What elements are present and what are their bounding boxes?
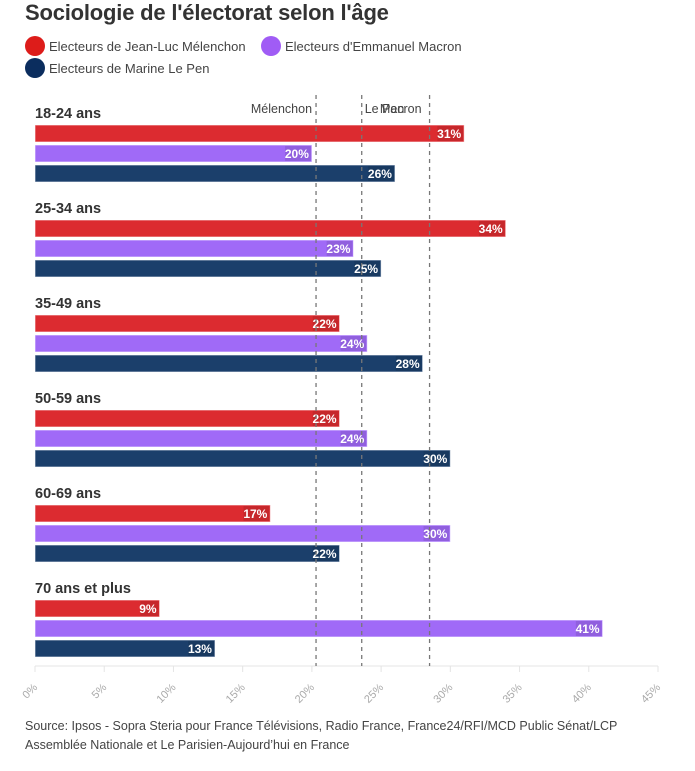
value-label-bg	[478, 221, 505, 236]
bar	[34, 409, 341, 428]
x-tick-label: 25%	[362, 681, 386, 705]
value-label: 20%	[285, 147, 309, 161]
value-label-bg	[368, 166, 394, 181]
value-label-bg	[326, 241, 353, 256]
bar	[34, 334, 368, 353]
group-label: 70 ans et plus	[35, 581, 131, 597]
value-label-bg	[340, 431, 367, 446]
bar	[34, 354, 424, 373]
legend-label-macron: Electeurs d'Emmanuel Macron	[285, 38, 462, 54]
bar	[34, 314, 341, 333]
value-label: 25%	[354, 262, 378, 276]
bar	[34, 239, 354, 258]
reference-line-label: Le Pen	[365, 102, 405, 116]
value-label: 24%	[340, 432, 364, 446]
value-label: 30%	[423, 527, 447, 541]
bar	[34, 259, 382, 278]
value-label-bg	[340, 336, 367, 351]
chart-title: Sociologie de l'électorat selon l'âge	[25, 0, 389, 25]
value-label-bg	[312, 411, 339, 426]
value-label: 13%	[188, 642, 212, 656]
x-tick-label: 20%	[293, 681, 317, 705]
legend-swatch-macron	[261, 36, 281, 56]
value-label-bg	[575, 621, 602, 636]
bar	[34, 144, 313, 163]
source-note: Source: Ipsos - Sopra Steria pour France…	[25, 719, 618, 752]
value-label: 24%	[340, 337, 364, 351]
value-label: 9%	[139, 602, 157, 616]
value-label-bg	[188, 641, 214, 656]
bar	[34, 639, 216, 658]
value-label: 26%	[368, 167, 392, 181]
x-tick-label: 35%	[501, 681, 525, 705]
bar	[34, 524, 451, 543]
value-label-bg	[312, 546, 339, 561]
bar	[34, 449, 451, 468]
value-label: 22%	[313, 547, 337, 561]
legend-label-lepen: Electeurs de Marine Le Pen	[49, 60, 210, 76]
value-label: 28%	[396, 357, 420, 371]
x-tick-label: 5%	[90, 681, 110, 701]
value-label: 34%	[479, 222, 503, 236]
bar	[34, 219, 507, 238]
reference-line-label: Macron	[380, 102, 422, 116]
group-label: 60-69 ans	[35, 486, 101, 502]
x-tick-label: 40%	[570, 681, 594, 705]
value-label: 22%	[313, 317, 337, 331]
group-label: 50-59 ans	[35, 391, 101, 407]
legend-swatch-melenchon	[25, 36, 45, 56]
value-label: 22%	[313, 412, 337, 426]
bar	[34, 164, 396, 183]
value-label-bg	[312, 316, 339, 331]
x-tick-label: 15%	[224, 681, 248, 705]
group-label: 35-49 ans	[35, 296, 101, 312]
legend-item-melenchon: Electeurs de Jean-Luc Mélenchon	[25, 36, 246, 56]
value-label: 31%	[437, 127, 461, 141]
bar	[34, 544, 341, 563]
value-label: 30%	[423, 452, 447, 466]
group-label: 18-24 ans	[35, 106, 101, 122]
bar	[34, 599, 161, 618]
reference-line-label: Mélenchon	[251, 102, 312, 116]
bar	[34, 619, 604, 638]
x-tick-label: 45%	[639, 681, 663, 705]
legend-item-macron: Electeurs d'Emmanuel Macron	[261, 36, 462, 56]
legend-label-melenchon: Electeurs de Jean-Luc Mélenchon	[49, 38, 246, 54]
value-label-bg	[140, 601, 159, 616]
legend-swatch-lepen	[25, 58, 45, 78]
value-label: 41%	[576, 622, 600, 636]
bar	[34, 429, 368, 448]
value-label-bg	[354, 261, 381, 276]
value-label-bg	[423, 451, 450, 466]
value-label: 23%	[326, 242, 350, 256]
value-label-bg	[395, 356, 422, 371]
group-label: 25-34 ans	[35, 201, 101, 217]
value-label-bg	[437, 126, 464, 141]
bar	[34, 124, 465, 143]
x-tick-label: 10%	[155, 681, 179, 705]
value-label-bg	[243, 506, 270, 521]
value-label-bg	[285, 146, 311, 161]
x-tick-label: 0%	[20, 681, 40, 701]
legend-item-lepen: Electeurs de Marine Le Pen	[25, 58, 209, 78]
value-label: 17%	[243, 507, 267, 521]
bar	[34, 504, 271, 523]
x-tick-label: 30%	[431, 681, 455, 705]
